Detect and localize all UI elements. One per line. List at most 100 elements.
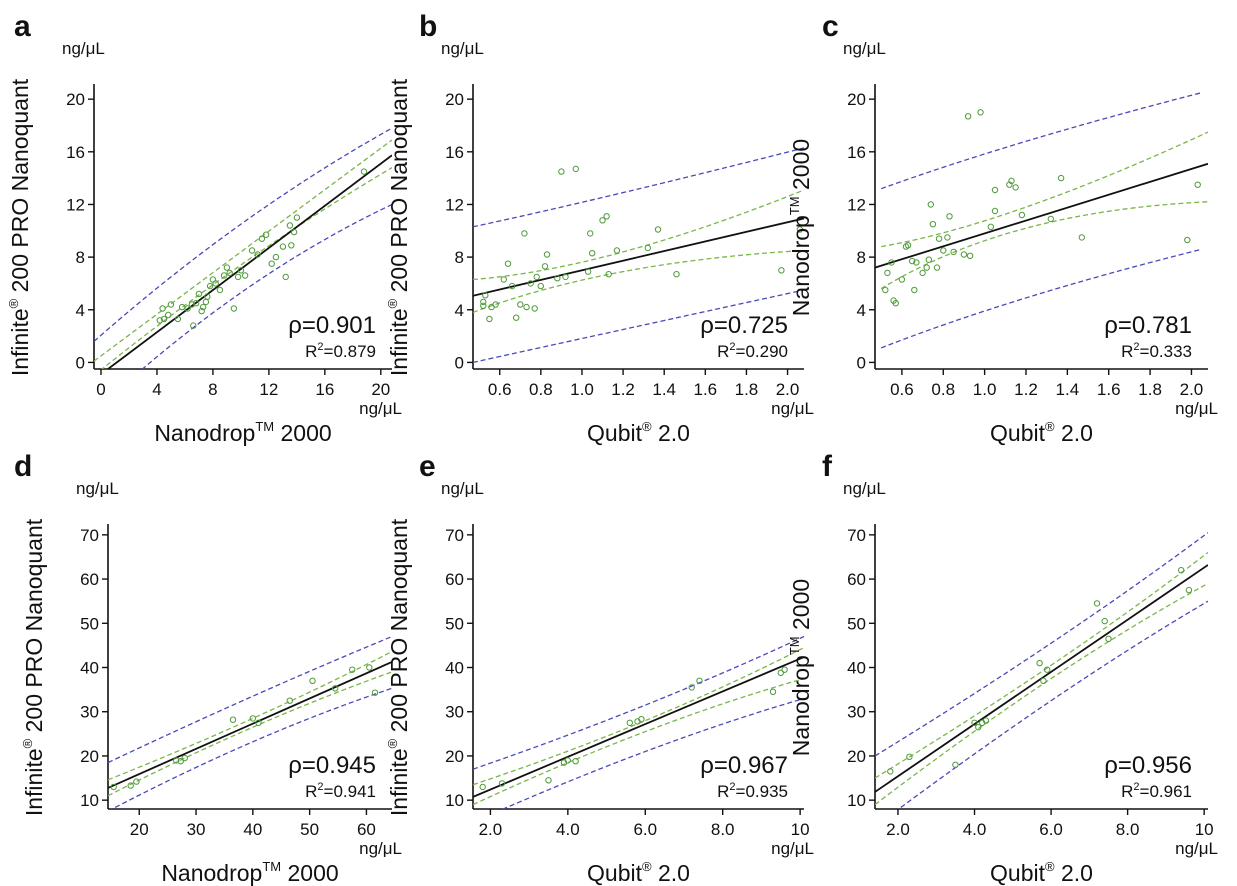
data-point (778, 267, 785, 274)
data-point (255, 719, 262, 726)
x-tick-label: 1.8 (1138, 380, 1162, 399)
data-point (1178, 567, 1185, 574)
data-point (220, 272, 228, 279)
data-point (906, 753, 913, 760)
confidence-band-lower (880, 201, 1208, 290)
x-tick-label: 8.0 (1116, 820, 1140, 839)
data-point (1036, 659, 1043, 667)
regression-line (473, 656, 804, 798)
r2-label: R2=0.879 (305, 341, 376, 361)
data-point (258, 235, 266, 242)
confidence-band-lower (875, 582, 1208, 806)
y-unit-label: ng/μL (441, 479, 484, 498)
data-point (887, 768, 894, 775)
x-tick-label: 0.6 (488, 380, 512, 399)
x-tick-label: 1.2 (611, 380, 635, 399)
data-point (192, 300, 200, 307)
x-tick-label: 2.0 (886, 820, 910, 839)
data-point (964, 113, 972, 120)
prediction-band-upper (94, 127, 392, 342)
panel-letter: d (14, 450, 32, 483)
y-tick-label: 16 (847, 143, 866, 162)
x-tick-label: 1.0 (973, 380, 997, 399)
data-point (262, 231, 270, 238)
data-point (492, 301, 499, 308)
data-point (933, 264, 941, 271)
data-point (935, 235, 943, 242)
data-point (587, 230, 594, 237)
confidence-band-lower (108, 671, 392, 797)
y-tick-label: 20 (847, 747, 866, 766)
data-point (508, 282, 516, 290)
data-point (156, 317, 164, 324)
regression-line (106, 154, 392, 369)
prediction-band-lower (141, 203, 392, 369)
x-axis-title: Qubit® 2.0 (990, 419, 1093, 446)
y-tick-label: 10 (847, 791, 866, 810)
data-point (688, 684, 695, 691)
data-point (212, 280, 219, 287)
data-point (1093, 600, 1101, 607)
data-point (987, 223, 994, 231)
data-point (554, 275, 561, 282)
data-point (229, 716, 237, 723)
y-tick-label: 30 (847, 703, 866, 722)
y-axis-title: Infinite® 200 PRO Nanoquant (20, 518, 47, 816)
data-point (480, 302, 487, 309)
data-point (1057, 174, 1065, 182)
data-point (613, 247, 621, 254)
data-point (982, 717, 990, 724)
y-tick-label: 20 (847, 90, 866, 109)
data-point (638, 716, 645, 723)
x-tick-label: 8.0 (711, 820, 735, 839)
r2-label: R2=0.290 (717, 341, 788, 361)
y-tick-label: 10 (80, 791, 99, 810)
data-point (537, 282, 544, 290)
x-tick-label: 30 (187, 820, 206, 839)
data-point (777, 669, 784, 676)
plot-area (473, 635, 804, 809)
x-tick-label: 20 (130, 820, 149, 839)
panel-d: d ng/μL ng/μL 10 20 30 40 50 60 70 20 30 40 50 60 Nanod… (14, 450, 402, 886)
data-point (923, 264, 930, 271)
rho-label: ρ=0.967 (700, 752, 788, 779)
x-tick-label: 12 (259, 380, 278, 399)
x-tick-label: 1.8 (735, 380, 759, 399)
data-point (1012, 184, 1019, 191)
y-axis-title: Infinite® 200 PRO Nanoquant (6, 78, 33, 376)
rho-label: ρ=0.725 (700, 312, 788, 339)
data-point (223, 264, 231, 271)
x-tick-label: 60 (357, 820, 376, 839)
data-point (769, 688, 777, 695)
confidence-band-upper (881, 131, 1208, 248)
y-tick-label: 40 (80, 659, 99, 678)
data-point (349, 666, 356, 673)
y-tick-label: 60 (445, 570, 464, 589)
data-point (290, 228, 298, 236)
data-point (543, 251, 551, 258)
data-point (898, 276, 906, 283)
x-axis-title: Qubit® 2.0 (990, 859, 1093, 886)
y-tick-label: 50 (80, 614, 99, 633)
y-tick-label: 8 (857, 248, 866, 267)
y-axis-title: NanodropTM 2000 (787, 579, 814, 756)
data-point (286, 222, 294, 229)
confidence-band-upper (94, 139, 392, 362)
data-point (781, 666, 788, 673)
y-tick-label: 12 (66, 195, 85, 214)
confidence-band-upper (473, 647, 804, 786)
data-point (366, 664, 373, 671)
y-tick-label: 20 (445, 90, 464, 109)
data-point (533, 273, 540, 281)
data-point (127, 782, 134, 789)
prediction-band-upper (473, 147, 804, 228)
data-point (226, 269, 233, 277)
data-point (234, 273, 242, 281)
data-point (919, 269, 926, 277)
y-tick-label: 16 (445, 143, 464, 162)
data-point (584, 268, 592, 275)
data-point (288, 242, 295, 249)
y-axis-title: Infinite® 200 PRO Nanoquant (385, 518, 412, 816)
data-point (562, 273, 569, 281)
